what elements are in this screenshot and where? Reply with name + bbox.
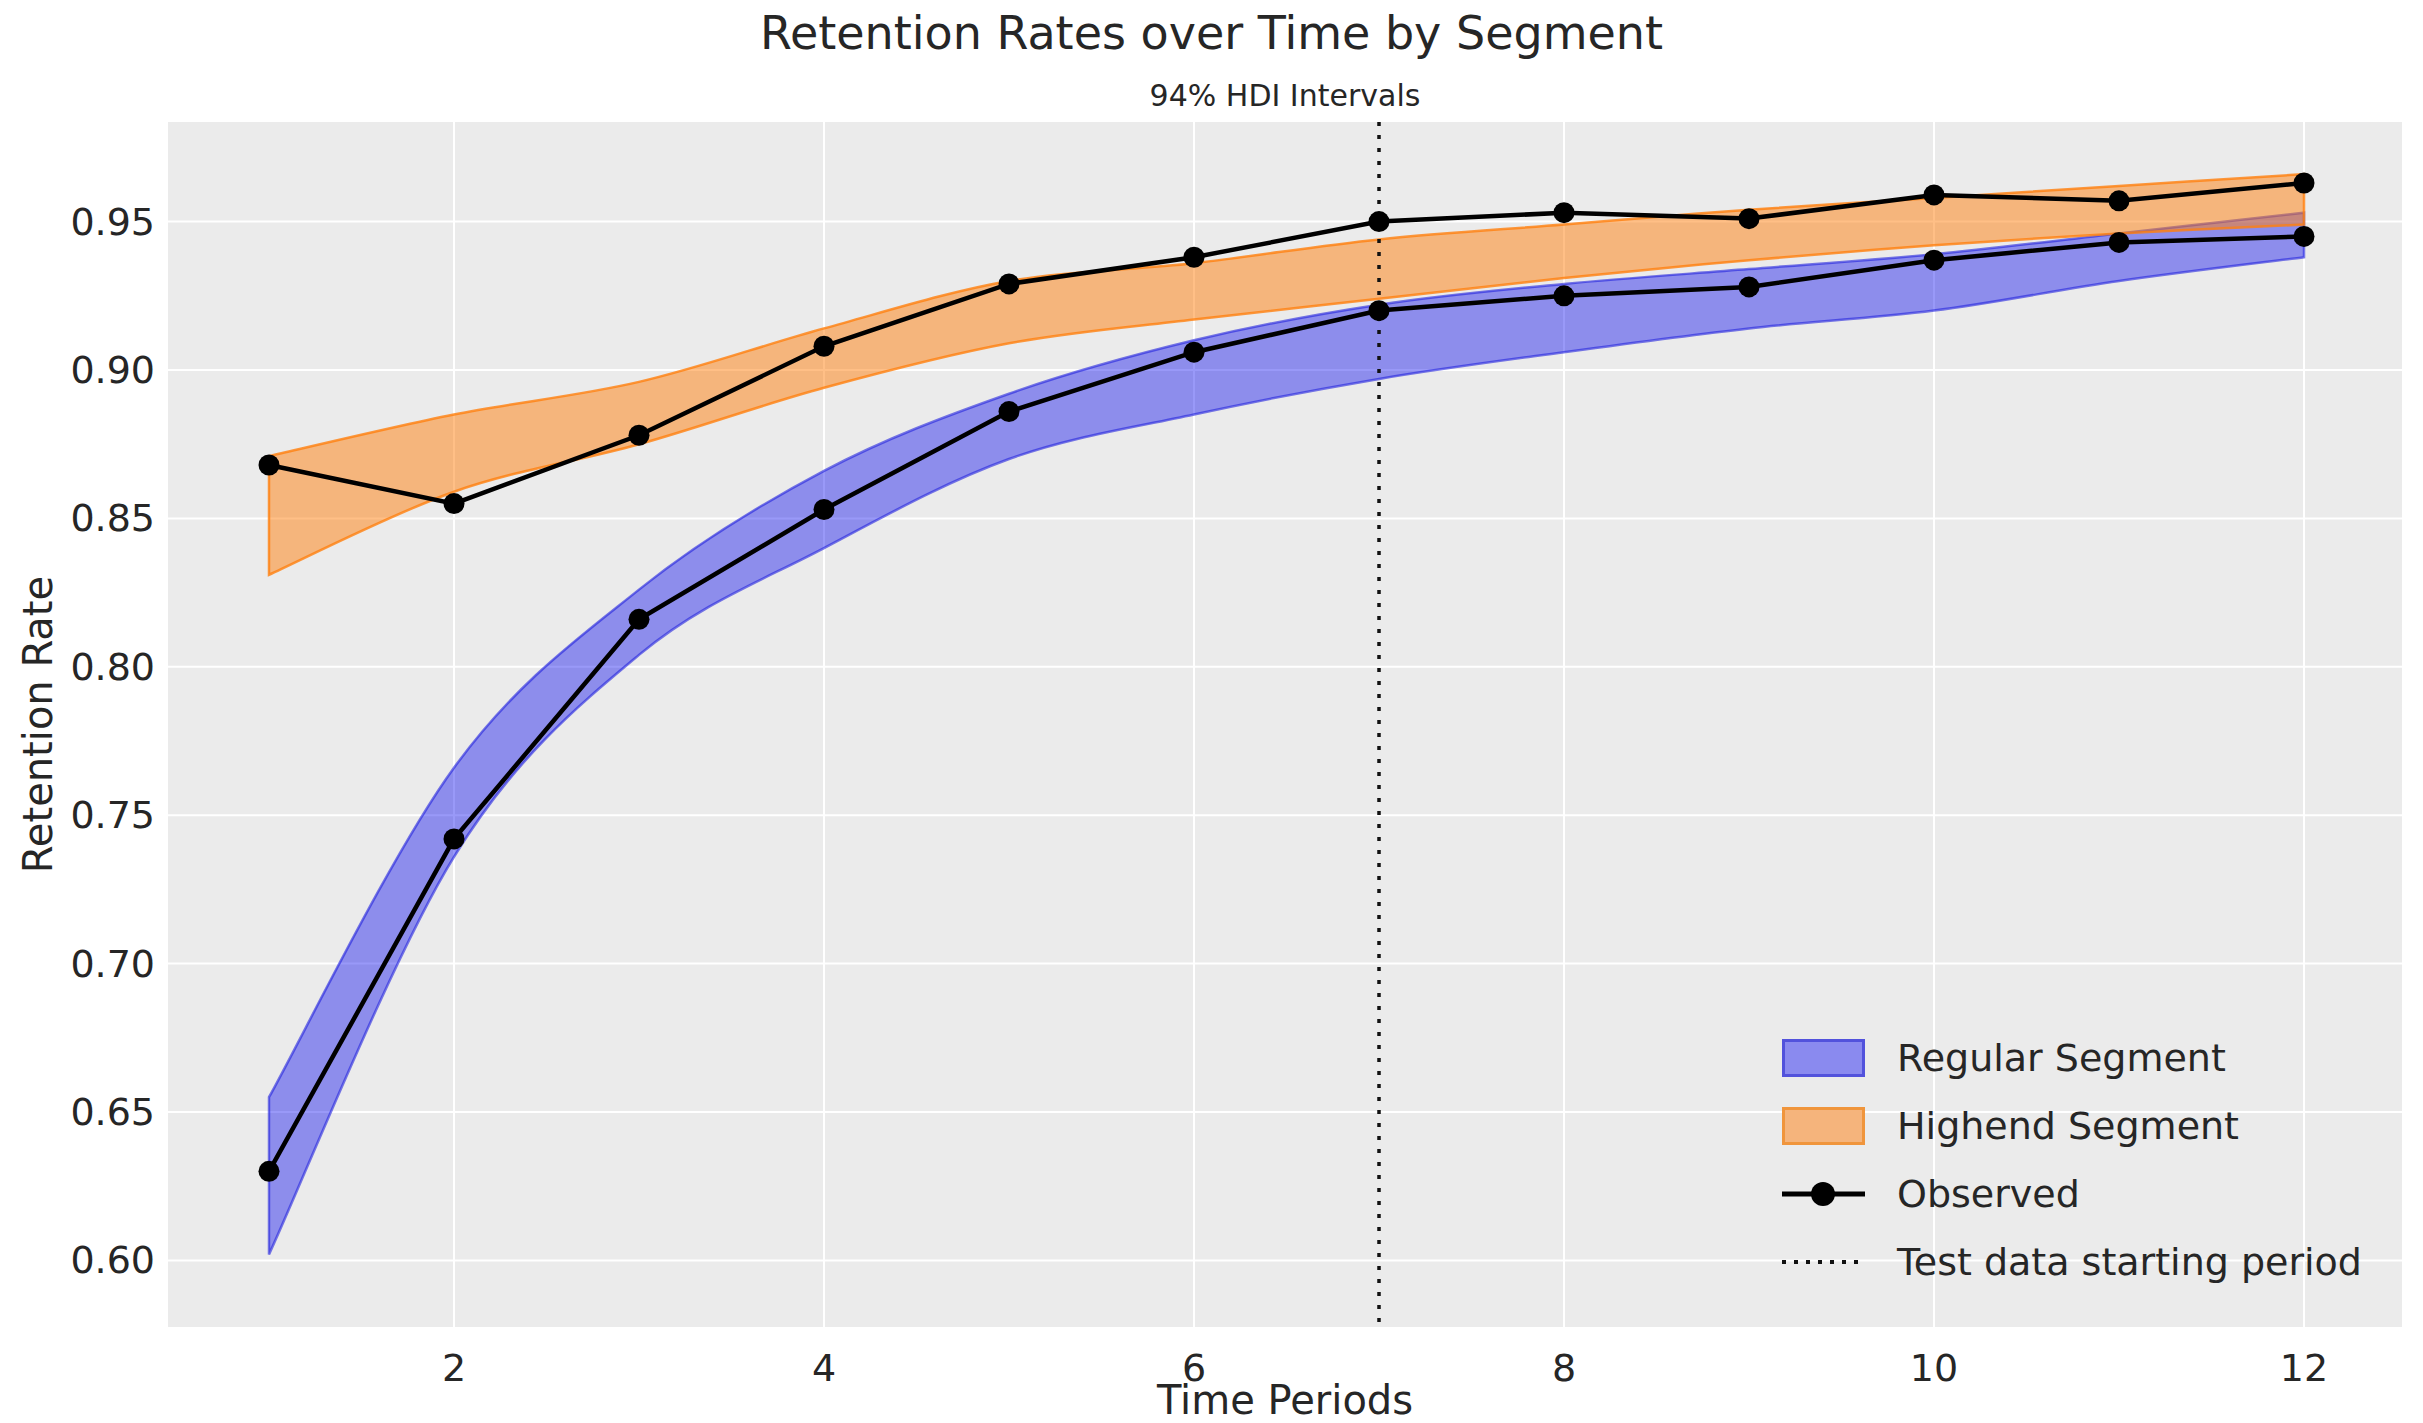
y-axis-label: Retention Rate [15,576,61,873]
observed-point-x6 [1184,247,1205,268]
observed-point-x1 [259,1161,280,1182]
observed-point-x7 [1369,211,1390,232]
y-tick-label-0.70: 0.70 [70,942,155,986]
observed-point-x11 [2109,232,2130,253]
legend-item-test-period: Test data starting period [1782,1228,2362,1296]
legend-item-regular-segment: Regular Segment [1782,1024,2362,1092]
observed-point-x12 [2294,173,2315,194]
observed-point-x9 [1739,276,1760,297]
observed-point-x7 [1369,300,1390,321]
observed-line-marker-icon [1782,1174,1865,1214]
x-tick-label-8: 8 [1552,1346,1576,1390]
x-tick-label-2: 2 [442,1346,466,1390]
observed-point-x5 [999,273,1020,294]
regular-band-swatch-icon [1782,1039,1865,1077]
x-tick-label-10: 10 [1910,1346,1958,1390]
observed-point-x2 [444,828,465,849]
legend-label: Regular Segment [1897,1039,2226,1077]
observed-point-x4 [814,336,835,357]
observed-point-x8 [1554,285,1575,306]
y-tick-label-0.65: 0.65 [70,1090,155,1134]
legend-label: Test data starting period [1897,1243,2362,1281]
highend-band-swatch-icon [1782,1107,1865,1145]
x-tick-label-4: 4 [812,1346,836,1390]
figure: 0.600.650.700.750.800.850.900.9524681012… [0,0,2423,1423]
legend-label: Observed [1897,1175,2080,1213]
legend-item-observed: Observed [1782,1160,2362,1228]
y-tick-label-0.85: 0.85 [70,496,155,540]
legend-item-highend-segment: Highend Segment [1782,1092,2362,1160]
observed-point-x2 [444,493,465,514]
y-tick-label-0.80: 0.80 [70,645,155,689]
y-tick-label-0.95: 0.95 [70,200,155,244]
dotted-line-icon [1782,1242,1865,1282]
x-axis-label: Time Periods [1156,1377,1413,1423]
observed-point-x11 [2109,190,2130,211]
observed-point-x12 [2294,226,2315,247]
chart-title: Retention Rates over Time by Segment [0,6,2423,60]
legend: Regular Segment Highend Segment Observed… [1782,1024,2362,1296]
observed-point-x3 [629,609,650,630]
observed-point-x9 [1739,208,1760,229]
observed-point-x6 [1184,342,1205,363]
observed-point-x8 [1554,202,1575,223]
observed-point-x1 [259,454,280,475]
y-tick-label-0.90: 0.90 [70,348,155,392]
observed-point-x10 [1924,184,1945,205]
observed-point-x10 [1924,250,1945,271]
observed-point-x3 [629,425,650,446]
y-tick-label-0.75: 0.75 [70,793,155,837]
observed-point-x4 [814,499,835,520]
observed-point-x5 [999,401,1020,422]
legend-label: Highend Segment [1897,1107,2239,1145]
x-tick-label-12: 12 [2280,1346,2328,1390]
y-tick-label-0.60: 0.60 [70,1238,155,1282]
chart-subtitle: 94% HDI Intervals [168,78,2402,113]
